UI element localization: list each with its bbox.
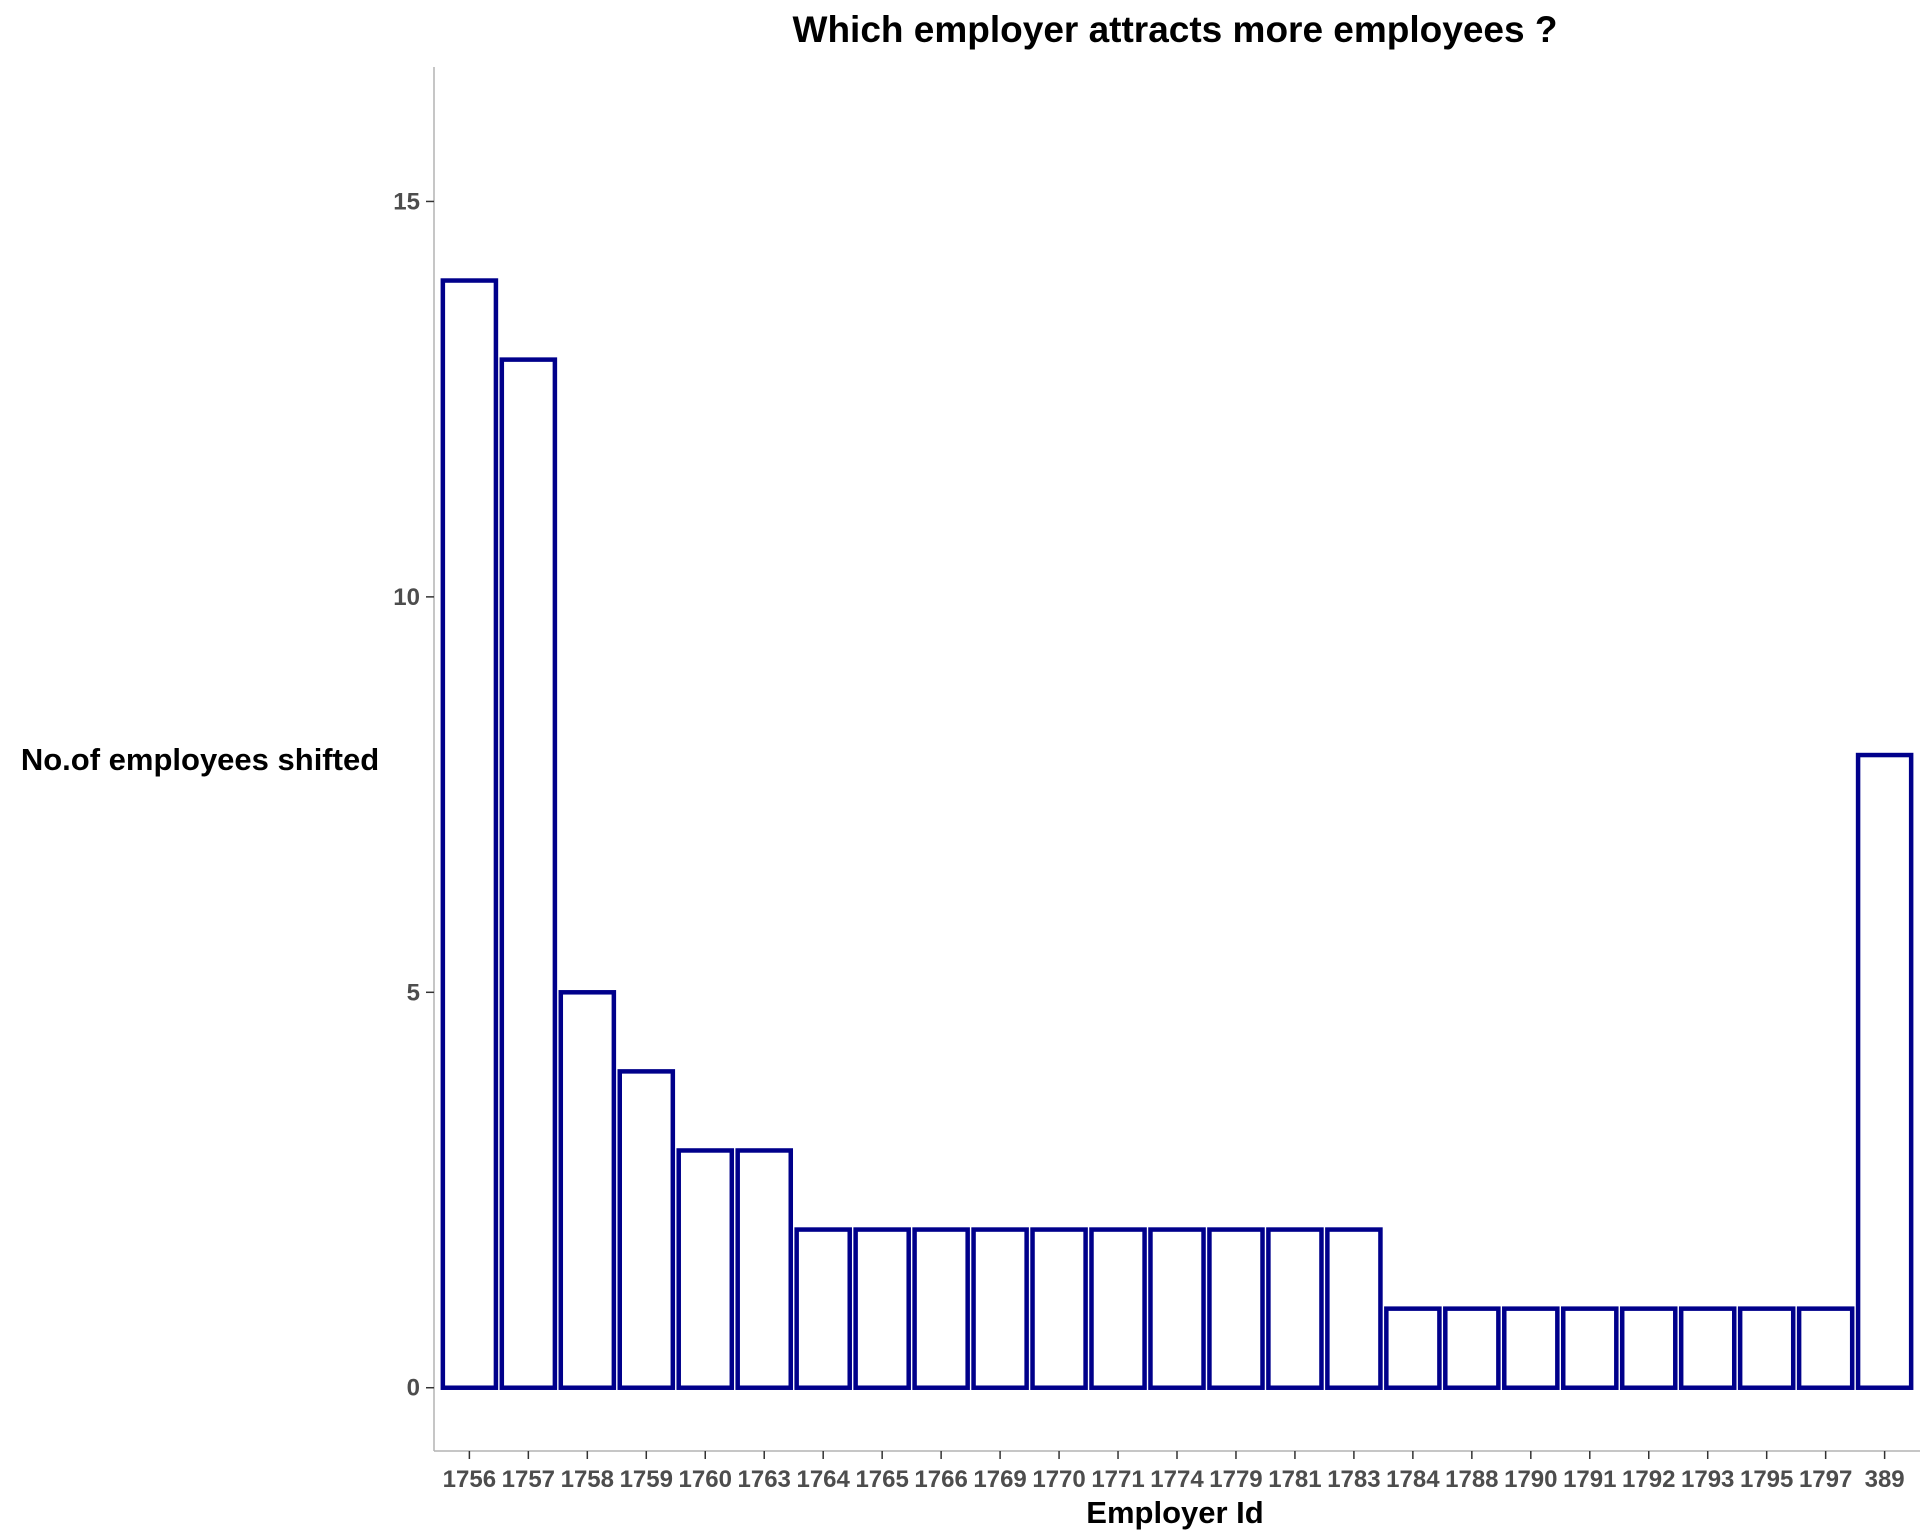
x-tick-label: 1766 [914,1466,967,1493]
x-tick-label: 1781 [1268,1466,1321,1493]
x-tick-label: 1797 [1799,1466,1852,1493]
y-tick-label: 15 [393,188,420,215]
bar [1619,1306,1678,1390]
x-tick-label: 1779 [1209,1466,1262,1493]
bar [1737,1306,1796,1390]
y-tick-label: 5 [407,979,420,1006]
x-axis-ticks: 1756 1757 1758 1759 1760 1763 1764 1765 1766 1769… [443,1451,1905,1493]
x-tick-label: 1784 [1386,1466,1440,1493]
x-tick-label: 1792 [1622,1466,1675,1493]
x-tick-label: 1764 [796,1466,850,1493]
x-tick-label: 389 [1865,1466,1905,1493]
x-tick-label: 1769 [973,1466,1026,1493]
bar [1855,752,1914,1390]
bar [617,1069,676,1390]
bars [440,278,1914,1390]
bar [1030,1227,1088,1390]
bar [440,278,499,1390]
x-tick-label: 1783 [1327,1466,1380,1493]
x-axis-title: Employer Id [1086,1495,1263,1530]
bar [1148,1227,1206,1390]
bar [1796,1306,1855,1390]
chart-title: Which employer attracts more employees ? [793,9,1558,50]
x-tick-label: 1774 [1150,1466,1204,1493]
bar [1384,1306,1442,1390]
x-tick-label: 1795 [1740,1466,1793,1493]
bar [912,1227,970,1390]
bar [853,1227,911,1390]
x-tick-label: 1770 [1032,1466,1085,1493]
x-tick-label: 1765 [855,1466,908,1493]
bar [794,1227,852,1390]
bar [1266,1227,1324,1390]
bar [1560,1306,1619,1390]
x-tick-label: 1793 [1681,1466,1734,1493]
x-tick-label: 1760 [679,1466,732,1493]
bar [1678,1306,1737,1390]
bar [1207,1227,1265,1390]
bar [1502,1306,1560,1390]
x-tick-label: 1756 [443,1466,496,1493]
x-tick-label: 1759 [620,1466,673,1493]
bar [676,1148,735,1390]
bar [971,1227,1029,1390]
y-axis-ticks: 0 5 10 15 [393,188,434,1402]
y-axis-title: No.of employees shifted [21,742,379,777]
x-tick-label: 1758 [561,1466,614,1493]
x-tick-label: 1791 [1563,1466,1616,1493]
x-tick-label: 1763 [738,1466,791,1493]
bar [558,990,617,1390]
x-tick-label: 1790 [1504,1466,1557,1493]
x-tick-label: 1771 [1091,1466,1144,1493]
bar [1443,1306,1501,1390]
bar [1325,1227,1383,1390]
x-tick-label: 1757 [502,1466,555,1493]
bar [1089,1227,1147,1390]
bar [499,357,558,1390]
y-tick-label: 0 [407,1375,420,1402]
bar [735,1148,794,1390]
x-tick-label: 1788 [1445,1466,1498,1493]
y-tick-label: 10 [393,584,420,611]
